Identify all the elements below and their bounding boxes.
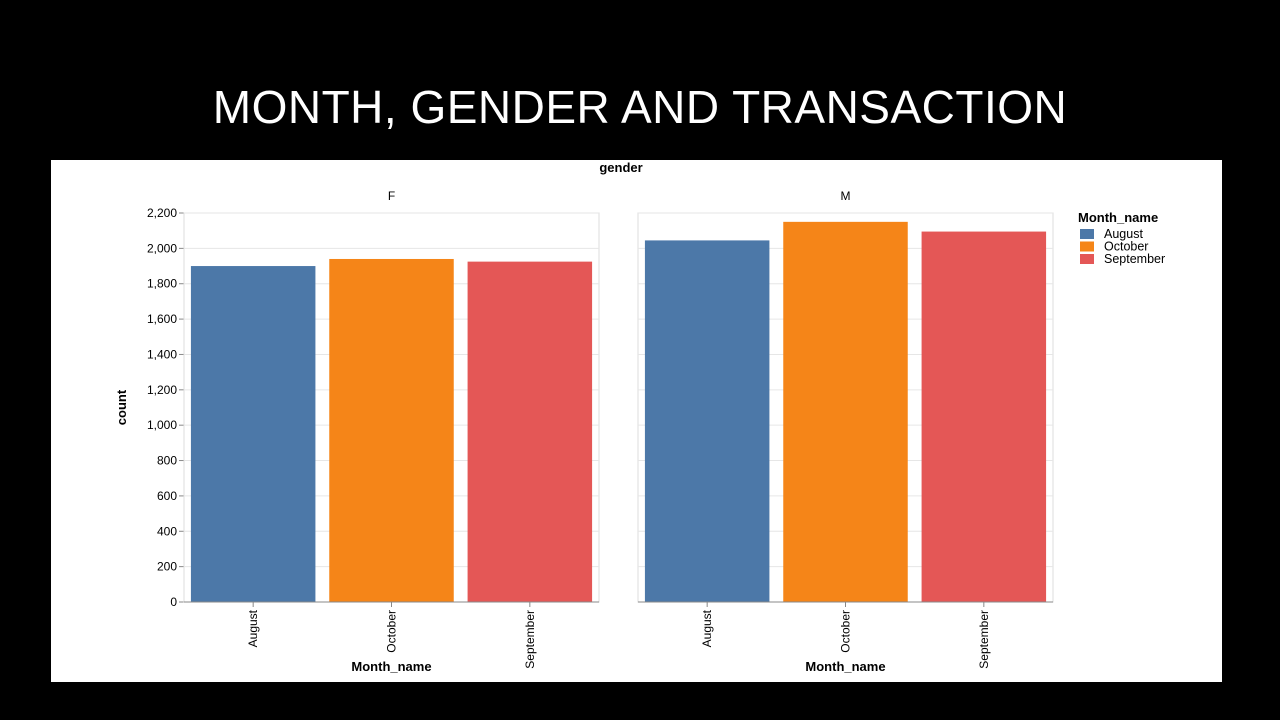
x-axis-title: Month_name — [351, 659, 431, 674]
faceted-bar-chart: gender count 0 200 400 600 800 1,000 1,200 1,400 1… — [114, 160, 1165, 674]
y-axis-title: count — [114, 389, 129, 425]
y-tick-label: 200 — [157, 560, 177, 574]
bar — [467, 261, 593, 602]
slide-title: MONTH, GENDER AND TRANSACTION — [212, 81, 1068, 133]
x-axis-title: Month_name — [805, 659, 885, 674]
legend-label: August — [1104, 227, 1143, 241]
y-tick-label: 1,200 — [147, 383, 177, 397]
bar — [329, 258, 454, 602]
y-tick-label: 1,400 — [147, 347, 177, 361]
x-tick-label: September — [523, 610, 537, 669]
y-tick-label: 2,000 — [147, 241, 177, 255]
x-tick-label: October — [839, 610, 853, 653]
legend-label: September — [1104, 252, 1165, 266]
legend-label: October — [1104, 240, 1148, 254]
x-tick-label: October — [385, 610, 399, 653]
bar — [783, 221, 908, 602]
facet-label: M — [841, 189, 851, 203]
y-tick-label: 400 — [157, 524, 177, 538]
bar — [190, 266, 316, 602]
legend-title: Month_name — [1078, 210, 1158, 225]
facet-label: F — [388, 189, 395, 203]
y-tick-label: 600 — [157, 489, 177, 503]
bar — [644, 240, 770, 603]
y-tick-label: 800 — [157, 454, 177, 468]
y-tick-label: 2,200 — [147, 206, 177, 220]
legend-swatch — [1080, 254, 1094, 264]
y-tick-label: 1,000 — [147, 418, 177, 432]
y-tick-label: 1,600 — [147, 312, 177, 326]
y-tick-label: 1,800 — [147, 277, 177, 291]
facet-header-title: gender — [599, 160, 642, 175]
x-tick-label: September — [977, 610, 991, 669]
legend-swatch — [1080, 229, 1094, 239]
bar — [921, 231, 1047, 602]
x-tick-label: August — [246, 609, 260, 647]
chart-panel: gender count 0 200 400 600 800 1,000 1,200 1,400 1… — [51, 160, 1222, 682]
x-tick-label: August — [700, 609, 714, 647]
legend-swatch — [1080, 241, 1094, 252]
y-tick-label: 0 — [170, 595, 177, 609]
